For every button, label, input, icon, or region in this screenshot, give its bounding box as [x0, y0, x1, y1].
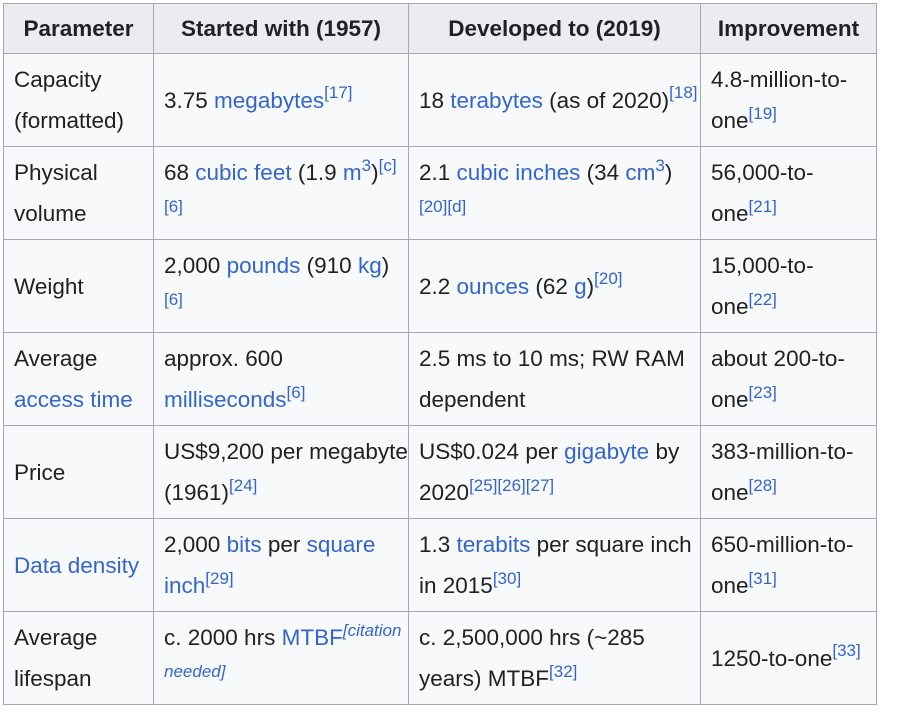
improvement-cell: 56,000-to-one[21]	[700, 146, 877, 240]
citation-link[interactable]: [28]	[748, 475, 777, 495]
cubic-centimetre-link[interactable]: cm3	[625, 155, 665, 186]
mtbf-link[interactable]: MTBF	[281, 625, 343, 650]
citation-link[interactable]: [31]	[748, 568, 777, 588]
table-row: Physical volume 68 cubic feet (1.9 m3)[c…	[3, 146, 877, 240]
started-cell: 2,000 pounds (910 kg)[6]	[153, 239, 409, 333]
parameter-cell: Average lifespan	[3, 611, 154, 705]
milliseconds-link[interactable]: milliseconds	[164, 387, 287, 412]
parameter-cell: Physical volume	[3, 146, 154, 240]
gigabyte-link[interactable]: gigabyte	[564, 439, 650, 464]
citation-link[interactable]: [25][26][27]	[469, 475, 555, 495]
kilogram-link[interactable]: kg	[357, 253, 382, 278]
parameter-cell: Data density	[3, 518, 154, 612]
citation-link[interactable]: [c][6]	[164, 155, 397, 216]
citation-link[interactable]: [19]	[748, 103, 777, 123]
megabytes-link[interactable]: megabytes	[214, 87, 325, 113]
parameter-cell: Weight	[3, 239, 154, 333]
citation-link[interactable]: [20][d]	[419, 196, 467, 216]
comparison-table-wrapper: Parameter Started with (1957) Developed …	[3, 3, 877, 705]
developed-cell: 1.3 terabits per square inch in 2015[30]	[408, 518, 701, 612]
citation-link[interactable]: [18]	[669, 83, 698, 102]
cubic-inches-link[interactable]: cubic inches	[456, 160, 581, 185]
started-cell: US$9,200 per megabyte (1961)[24]	[153, 425, 409, 519]
parameter-cell: Average access time	[3, 332, 154, 426]
citation-link[interactable]: [6]	[164, 289, 183, 309]
bits-link[interactable]: bits	[226, 532, 262, 557]
started-cell: 3.75 megabytes[17]	[153, 53, 409, 147]
citation-link[interactable]: [24]	[229, 475, 258, 495]
cubic-feet-link[interactable]: cubic feet	[195, 160, 292, 185]
table-row: Capacity (formatted) 3.75 megabytes[17] …	[3, 53, 877, 147]
improvement-cell: about 200-to-one[23]	[700, 332, 877, 426]
header-improvement: Improvement	[700, 3, 877, 54]
pounds-link[interactable]: pounds	[226, 253, 301, 278]
gram-link[interactable]: g	[574, 273, 587, 299]
developed-cell: US$0.024 per gigabyte by 2020[25][26][27…	[408, 425, 701, 519]
citation-link[interactable]: [29]	[205, 568, 234, 588]
access-time-link[interactable]: access time	[14, 387, 133, 412]
header-row: Parameter Started with (1957) Developed …	[3, 3, 877, 54]
citation-link[interactable]: [21]	[748, 196, 777, 216]
header-started-with: Started with (1957)	[153, 3, 409, 54]
developed-cell: 2.1 cubic inches (34 cm3)[20][d]	[408, 146, 701, 240]
data-density-link[interactable]: Data density	[14, 552, 140, 578]
header-developed-to: Developed to (2019)	[408, 3, 701, 54]
developed-cell: c. 2,500,000 hrs (~285 years) MTBF[32]	[408, 611, 701, 705]
cubic-metre-link[interactable]: m3	[342, 155, 372, 186]
parameter-cell: Price	[3, 425, 154, 519]
developed-cell: 18 terabytes (as of 2020)[18]	[408, 53, 701, 147]
hdd-comparison-table: Parameter Started with (1957) Developed …	[3, 3, 877, 705]
citation-link[interactable]: [6]	[286, 382, 306, 402]
square-inch-link[interactable]: square inch	[164, 532, 376, 598]
citation-needed-link[interactable]: [citation needed]	[164, 620, 402, 681]
started-cell: 2,000 bits per square inch[29]	[153, 518, 409, 612]
citation-link[interactable]: [32]	[549, 661, 578, 681]
table-row: Data density 2,000 bits per square inch[…	[3, 518, 877, 612]
header-parameter: Parameter	[3, 3, 154, 54]
table-row: Average access time approx. 600 millisec…	[3, 332, 877, 426]
improvement-cell: 383-million-to-one[28]	[700, 425, 877, 519]
started-cell: approx. 600 milliseconds[6]	[153, 332, 409, 426]
citation-link[interactable]: [23]	[748, 382, 777, 402]
terabits-link[interactable]: terabits	[456, 532, 531, 557]
improvement-cell: 650-million-to-one[31]	[700, 518, 877, 612]
citation-link[interactable]: [20]	[594, 269, 623, 288]
improvement-cell: 1250-to-one[33]	[700, 611, 877, 705]
terabytes-link[interactable]: terabytes	[450, 87, 543, 113]
table-row: Price US$9,200 per megabyte (1961)[24] U…	[3, 425, 877, 519]
improvement-cell: 15,000-to-one[22]	[700, 239, 877, 333]
table-row: Average lifespan c. 2000 hrs MTBF[citati…	[3, 611, 877, 705]
started-cell: c. 2000 hrs MTBF[citation needed]	[153, 611, 409, 705]
ounces-link[interactable]: ounces	[456, 273, 530, 299]
citation-link[interactable]: [17]	[324, 83, 353, 102]
citation-link[interactable]: [33]	[832, 641, 861, 660]
developed-cell: 2.5 ms to 10 ms; RW RAM dependent	[408, 332, 701, 426]
citation-link[interactable]: [30]	[492, 568, 522, 588]
parameter-cell: Capacity (formatted)	[3, 53, 154, 147]
developed-cell: 2.2 ounces (62 g)[20]	[408, 239, 701, 333]
table-row: Weight 2,000 pounds (910 kg)[6] 2.2 ounc…	[3, 239, 877, 333]
improvement-cell: 4.8-million-to-one[19]	[700, 53, 877, 147]
citation-link[interactable]: [22]	[748, 289, 777, 309]
started-cell: 68 cubic feet (1.9 m3)[c][6]	[153, 146, 409, 240]
